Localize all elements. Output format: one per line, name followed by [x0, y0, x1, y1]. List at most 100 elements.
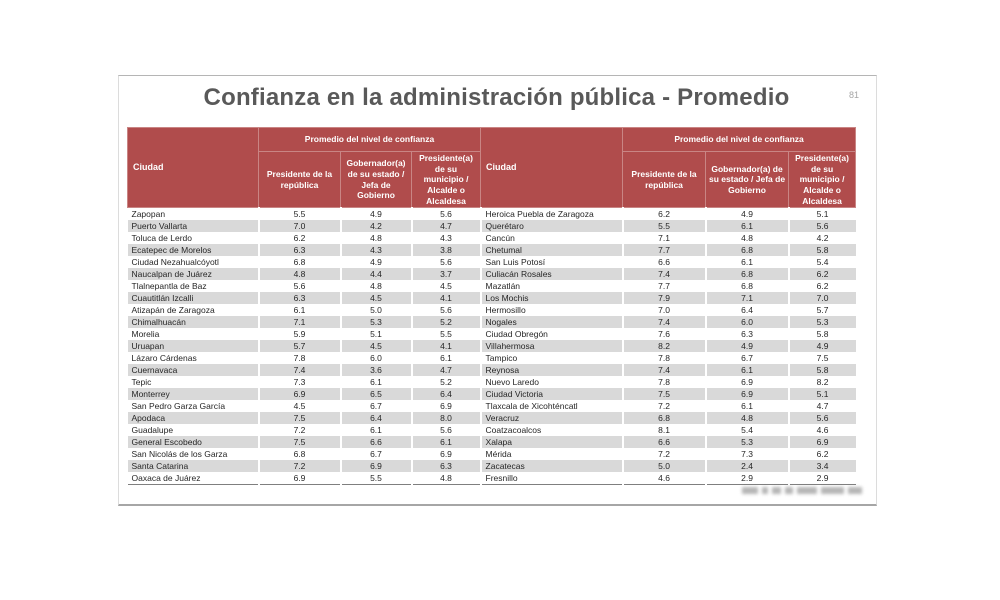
- value-cell: 6.9: [410, 448, 481, 461]
- value-cell: 6.4: [704, 304, 789, 317]
- value-cell: 5.2: [410, 316, 481, 329]
- value-cell: 6.9: [704, 388, 789, 401]
- value-cell: 5.8: [787, 328, 856, 341]
- value-cell: 4.5: [339, 292, 412, 305]
- value-cell: 4.9: [339, 256, 412, 269]
- city-cell: Apodaca: [127, 412, 259, 425]
- value-cell: 6.7: [339, 400, 412, 413]
- confidence-table-wrap: Ciudad Promedio del nivel de confianza C…: [127, 126, 857, 486]
- header-governor-left: Gobernador(a) de su estado / Jefa de Gob…: [340, 150, 412, 209]
- city-cell: Atizapán de Zaragoza: [127, 304, 259, 317]
- value-cell: 2.9: [787, 472, 856, 486]
- value-cell: 7.7: [621, 244, 706, 257]
- value-cell: 7.5: [787, 352, 856, 365]
- city-cell: Morelia: [127, 328, 259, 341]
- value-cell: 5.3: [787, 316, 856, 329]
- city-cell: Ciudad Obregón: [479, 328, 623, 341]
- value-cell: 4.9: [787, 340, 856, 353]
- city-cell: Chetumal: [479, 244, 623, 257]
- value-cell: 5.4: [704, 424, 789, 437]
- value-cell: 5.5: [621, 220, 706, 233]
- table-row: San Pedro Garza García 4.5 6.7 6.9 Tlaxcala …: [127, 400, 856, 413]
- value-cell: 5.5: [339, 472, 412, 486]
- value-cell: 6.2: [787, 268, 856, 281]
- value-cell: 7.8: [621, 376, 706, 389]
- value-cell: 5.0: [339, 304, 412, 317]
- city-cell: Ecatepec de Morelos: [127, 244, 259, 257]
- table-row: Guadalupe 7.2 6.1 5.6 Coatzacoalcos 8.1 5.4 4.6: [127, 424, 856, 437]
- city-cell: Tlalnepantla de Baz: [127, 280, 259, 293]
- value-cell: 7.1: [621, 232, 706, 245]
- city-cell: Ciudad Victoria: [479, 388, 623, 401]
- value-cell: 2.4: [704, 460, 789, 473]
- value-cell: 6.1: [339, 376, 412, 389]
- value-cell: 4.6: [621, 472, 706, 486]
- city-cell: General Escobedo: [127, 436, 259, 449]
- value-cell: 5.3: [339, 316, 412, 329]
- value-cell: 7.4: [257, 364, 341, 377]
- value-cell: 5.3: [704, 436, 789, 449]
- city-cell: Querétaro: [479, 220, 623, 233]
- value-cell: 8.2: [787, 376, 856, 389]
- city-cell: Zapopan: [127, 207, 259, 221]
- value-cell: 6.0: [339, 352, 412, 365]
- value-cell: 7.5: [257, 436, 341, 449]
- value-cell: 5.8: [787, 244, 856, 257]
- value-cell: 7.1: [704, 292, 789, 305]
- header-president-right: Presidente de la república: [622, 150, 707, 209]
- value-cell: 4.3: [339, 244, 412, 257]
- value-cell: 4.2: [787, 232, 856, 245]
- city-cell: Nogales: [479, 316, 623, 329]
- value-cell: 6.8: [704, 268, 789, 281]
- city-cell: Cancún: [479, 232, 623, 245]
- table-row: Apodaca 7.5 6.4 8.0 Veracruz 6.8 4.8 5.6: [127, 412, 856, 425]
- value-cell: 6.1: [704, 400, 789, 413]
- value-cell: 7.3: [704, 448, 789, 461]
- city-cell: Monterrey: [127, 388, 259, 401]
- city-cell: Xalapa: [479, 436, 623, 449]
- table-row: Oaxaca de Juárez 6.9 5.5 4.8 Fresnillo 4.6 2.9…: [127, 472, 856, 486]
- value-cell: 5.6: [410, 207, 481, 221]
- value-cell: 7.7: [621, 280, 706, 293]
- table-row: Ciudad Nezahualcóyotl 6.8 4.9 5.6 San Luis P…: [127, 256, 856, 269]
- value-cell: 6.3: [410, 460, 481, 473]
- city-cell: San Nicolás de los Garza: [127, 448, 259, 461]
- table-header: Ciudad Promedio del nivel de confianza C…: [127, 126, 857, 209]
- value-cell: 7.2: [621, 400, 706, 413]
- value-cell: 7.6: [621, 328, 706, 341]
- page-title: Confianza en la administración pública -…: [203, 84, 790, 111]
- city-cell: Heroica Puebla de Zaragoza: [479, 207, 623, 221]
- value-cell: 5.6: [257, 280, 341, 293]
- table-row: San Nicolás de los Garza 6.8 6.7 6.9 Mérida 7…: [127, 448, 856, 461]
- value-cell: 5.6: [410, 256, 481, 269]
- value-cell: 6.1: [410, 352, 481, 365]
- value-cell: 4.8: [257, 268, 341, 281]
- value-cell: 5.8: [787, 364, 856, 377]
- table-row: Lázaro Cárdenas 7.8 6.0 6.1 Tampico 7.8 6.7 7.5: [127, 352, 856, 365]
- table-row: Ecatepec de Morelos 6.3 4.3 3.8 Chetumal 7.7 6…: [127, 244, 856, 257]
- value-cell: 7.4: [621, 268, 706, 281]
- city-cell: Puerto Vallarta: [127, 220, 259, 233]
- value-cell: 4.5: [410, 280, 481, 293]
- header-group-left: Promedio del nivel de confianza: [257, 127, 482, 152]
- value-cell: 4.9: [704, 340, 789, 353]
- value-cell: 6.9: [787, 436, 856, 449]
- value-cell: 6.8: [704, 244, 789, 257]
- value-cell: 6.2: [257, 232, 341, 245]
- city-cell: Villahermosa: [479, 340, 623, 353]
- value-cell: 3.4: [787, 460, 856, 473]
- city-cell: Reynosa: [479, 364, 623, 377]
- value-cell: 4.4: [339, 268, 412, 281]
- value-cell: 5.7: [257, 340, 341, 353]
- table-row: Monterrey 6.9 6.5 6.4 Ciudad Victoria 7.5 6.9 5…: [127, 388, 856, 401]
- city-cell: Nuevo Laredo: [479, 376, 623, 389]
- value-cell: 5.4: [787, 256, 856, 269]
- value-cell: 6.8: [704, 280, 789, 293]
- table-row: Cuernavaca 7.4 3.6 4.7 Reynosa 7.4 6.1 5.8: [127, 364, 856, 377]
- value-cell: 6.5: [339, 388, 412, 401]
- city-cell: Toluca de Lerdo: [127, 232, 259, 245]
- table-row: Chimalhuacán 7.1 5.3 5.2 Nogales 7.4 6.0 5.3: [127, 316, 856, 329]
- header-group-right: Promedio del nivel de confianza: [622, 127, 857, 152]
- value-cell: 5.5: [410, 328, 481, 341]
- value-cell: 4.7: [787, 400, 856, 413]
